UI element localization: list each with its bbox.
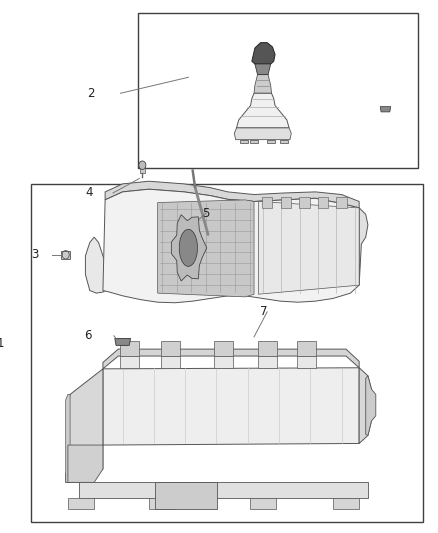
Polygon shape [103, 189, 359, 303]
Text: 2: 2 [87, 87, 94, 100]
Polygon shape [254, 75, 272, 93]
Polygon shape [66, 445, 103, 482]
Text: 6: 6 [85, 329, 92, 342]
Polygon shape [297, 341, 316, 356]
Polygon shape [280, 197, 291, 208]
Polygon shape [68, 498, 94, 509]
Polygon shape [161, 356, 180, 368]
Bar [138, 13, 418, 168]
Polygon shape [255, 64, 271, 75]
Polygon shape [250, 498, 276, 509]
Polygon shape [380, 107, 391, 112]
Polygon shape [66, 394, 70, 482]
Polygon shape [140, 167, 145, 173]
Polygon shape [105, 181, 359, 208]
Polygon shape [366, 376, 376, 435]
Polygon shape [258, 341, 277, 356]
Polygon shape [318, 197, 328, 208]
Polygon shape [280, 140, 288, 143]
Polygon shape [155, 482, 217, 509]
Polygon shape [333, 498, 359, 509]
Text: 1: 1 [0, 337, 4, 350]
Polygon shape [252, 43, 275, 64]
Bar [31, 184, 423, 522]
Polygon shape [120, 356, 139, 368]
Polygon shape [120, 341, 139, 356]
Polygon shape [103, 349, 359, 369]
Polygon shape [115, 338, 131, 345]
Polygon shape [336, 197, 347, 208]
Polygon shape [359, 208, 368, 285]
Polygon shape [267, 140, 275, 143]
Circle shape [139, 161, 146, 169]
Polygon shape [103, 368, 359, 445]
Polygon shape [258, 356, 277, 368]
Polygon shape [79, 482, 368, 498]
Polygon shape [234, 128, 291, 140]
Polygon shape [85, 237, 114, 293]
Polygon shape [262, 197, 272, 208]
Polygon shape [214, 356, 233, 368]
Polygon shape [61, 251, 70, 259]
Polygon shape [158, 200, 254, 297]
Polygon shape [68, 369, 103, 469]
Polygon shape [299, 197, 310, 208]
Polygon shape [161, 341, 180, 356]
Polygon shape [179, 229, 198, 266]
Text: 5: 5 [202, 207, 209, 220]
Polygon shape [359, 368, 371, 443]
Polygon shape [237, 93, 289, 128]
Polygon shape [240, 140, 248, 143]
Text: 4: 4 [85, 187, 93, 199]
Text: 3: 3 [31, 248, 39, 261]
Polygon shape [297, 356, 316, 368]
Polygon shape [68, 445, 103, 482]
Polygon shape [171, 215, 207, 281]
Polygon shape [258, 201, 359, 294]
Polygon shape [250, 140, 258, 143]
Text: 7: 7 [260, 305, 267, 318]
Polygon shape [214, 341, 233, 356]
Polygon shape [149, 498, 175, 509]
